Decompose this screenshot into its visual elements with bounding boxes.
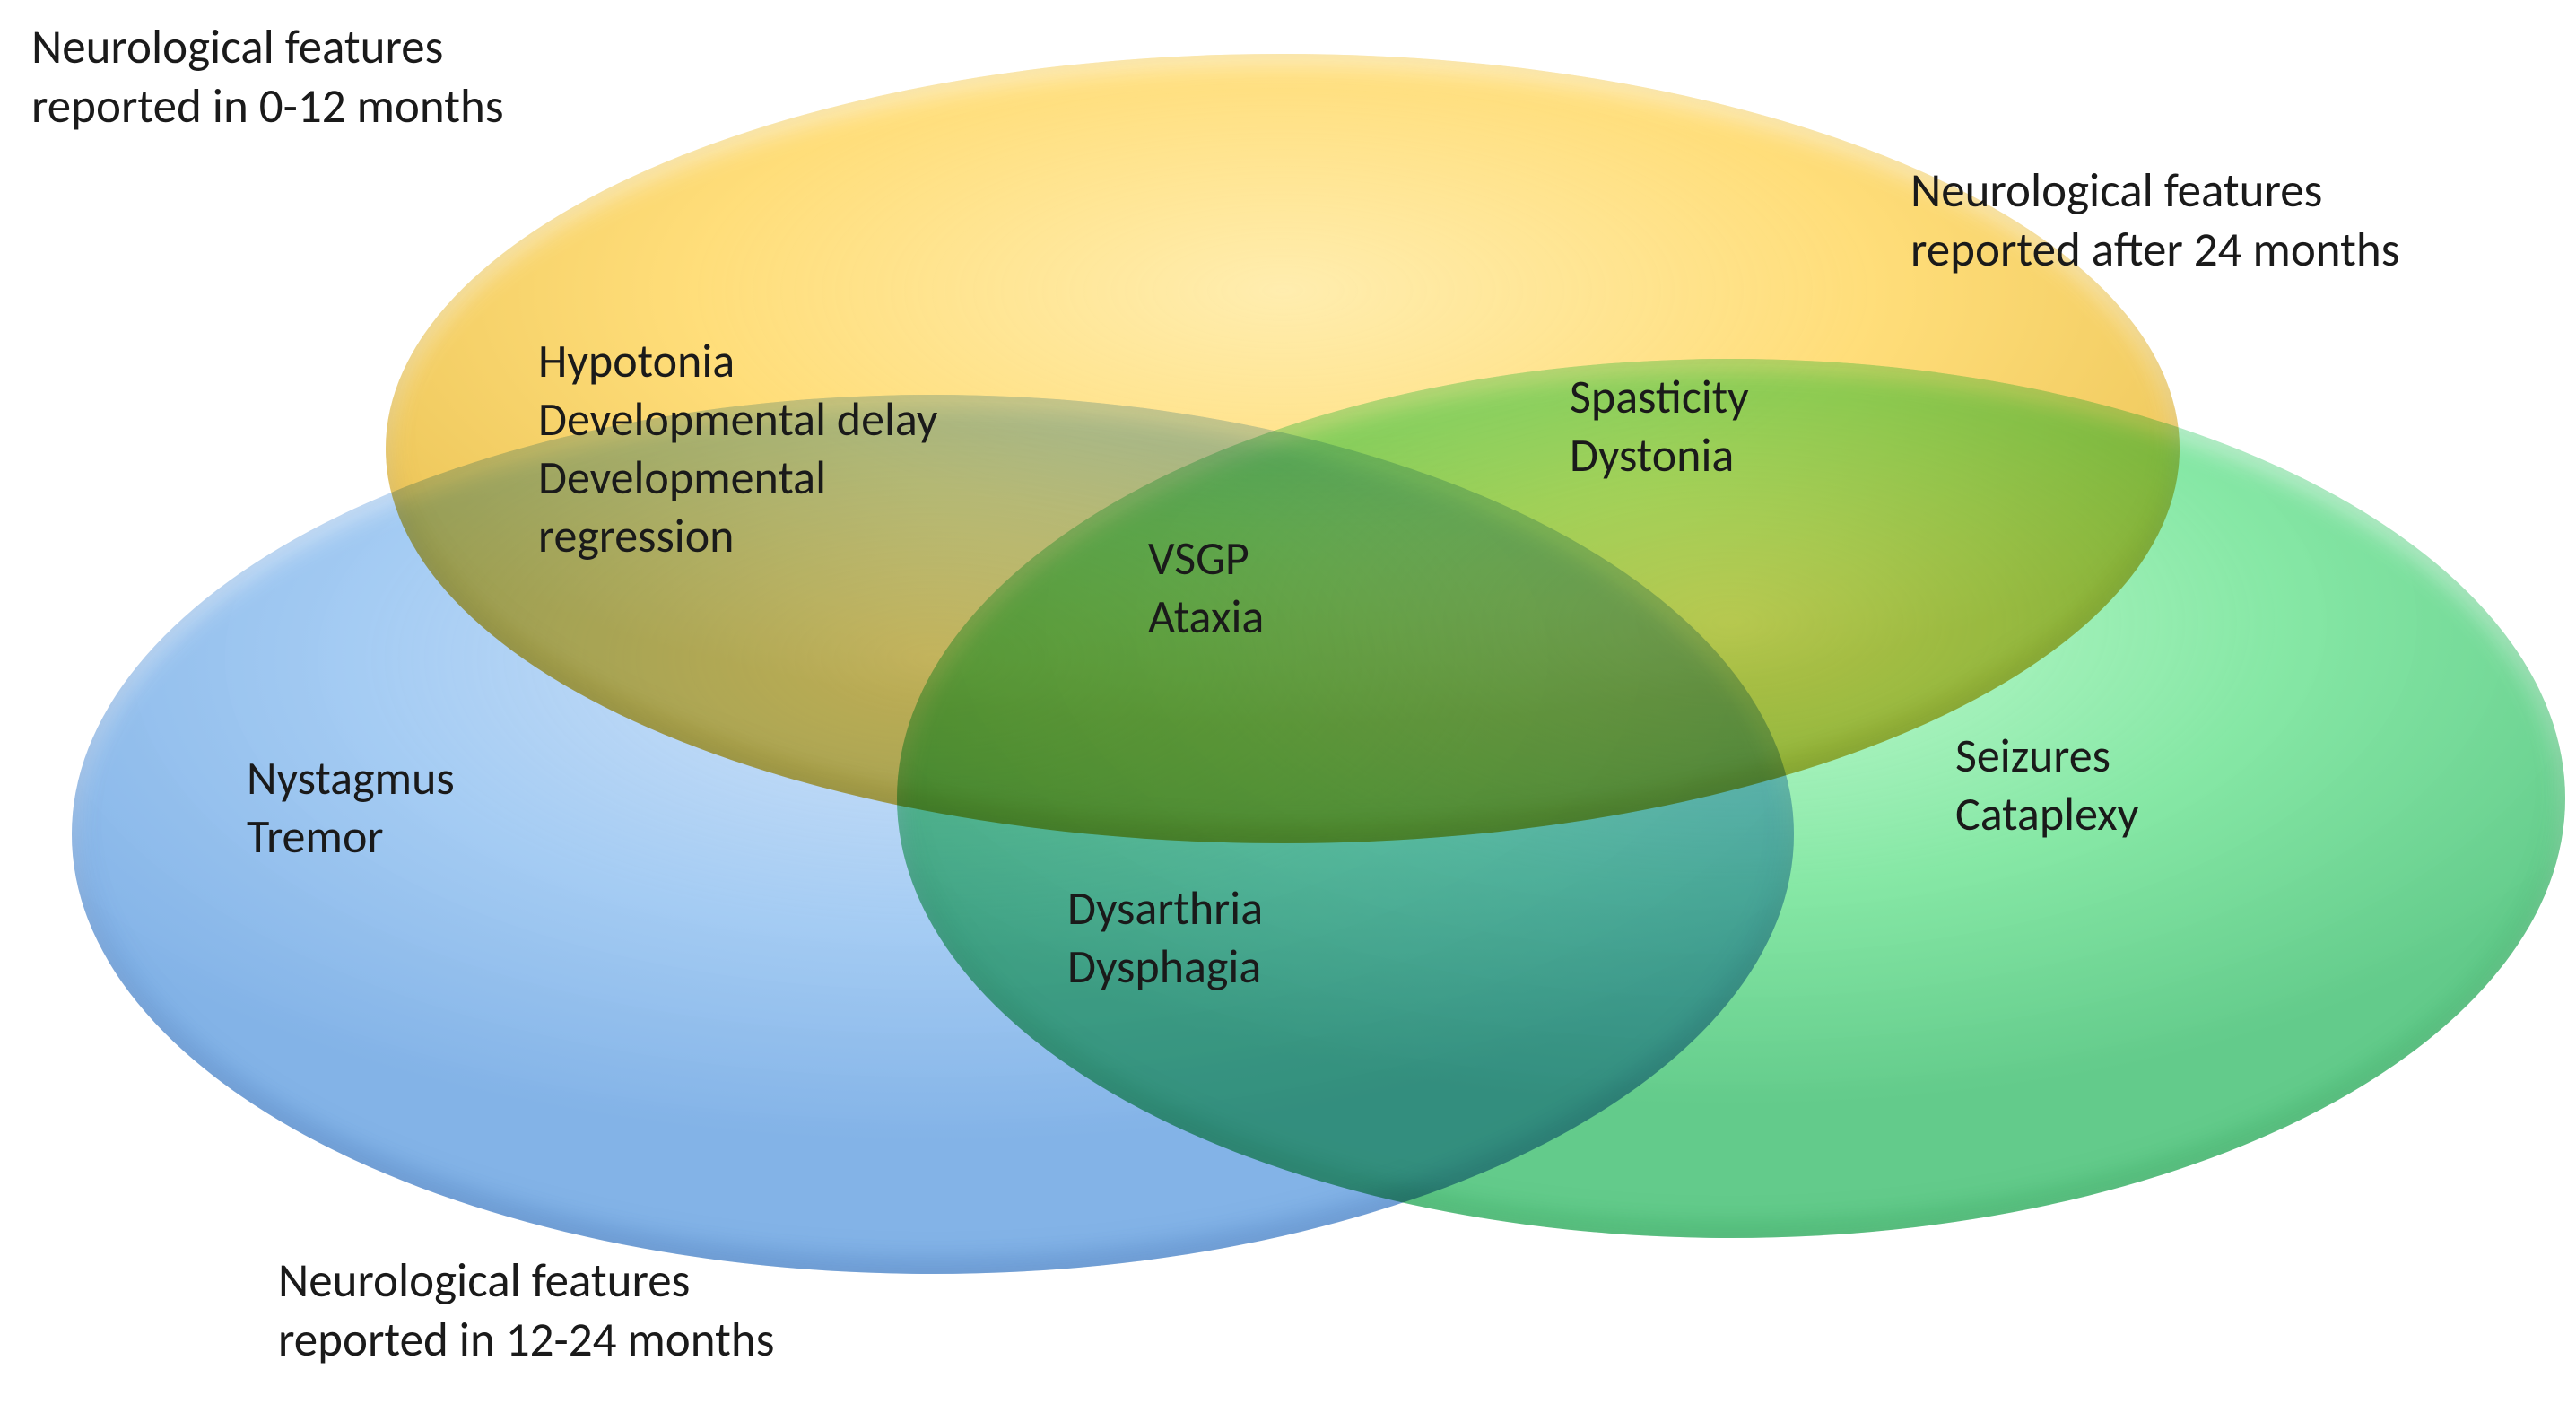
- region-blue-green: Dysarthria Dysphagia: [1067, 879, 1263, 996]
- label-0-12-months: Neurological features reported in 0-12 m…: [31, 18, 504, 137]
- label-12-24-months: Neurological features reported in 12-24 …: [278, 1251, 774, 1371]
- region-yellow-green: Spasticity Dystonia: [1570, 368, 1749, 484]
- region-center: VSGP Ataxia: [1148, 529, 1264, 646]
- region-yellow-blue: Hypotonia Developmental delay Developmen…: [538, 332, 937, 565]
- region-blue-only: Nystagmus Tremor: [247, 749, 455, 866]
- venn-diagram-canvas: Neurological features reported in 0-12 m…: [0, 0, 2576, 1404]
- label-after-24-months: Neurological features reported after 24 …: [1910, 161, 2399, 281]
- region-green-only: Seizures Cataplexy: [1955, 727, 2138, 843]
